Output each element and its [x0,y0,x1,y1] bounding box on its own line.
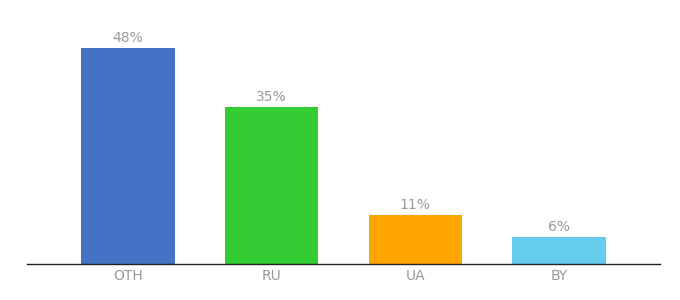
Bar [225,106,318,264]
Bar [512,237,606,264]
Text: 35%: 35% [256,90,287,104]
Text: 6%: 6% [548,220,570,234]
Bar [81,48,175,264]
Text: 48%: 48% [112,31,143,45]
Text: 11%: 11% [400,198,430,212]
Bar [369,214,462,264]
